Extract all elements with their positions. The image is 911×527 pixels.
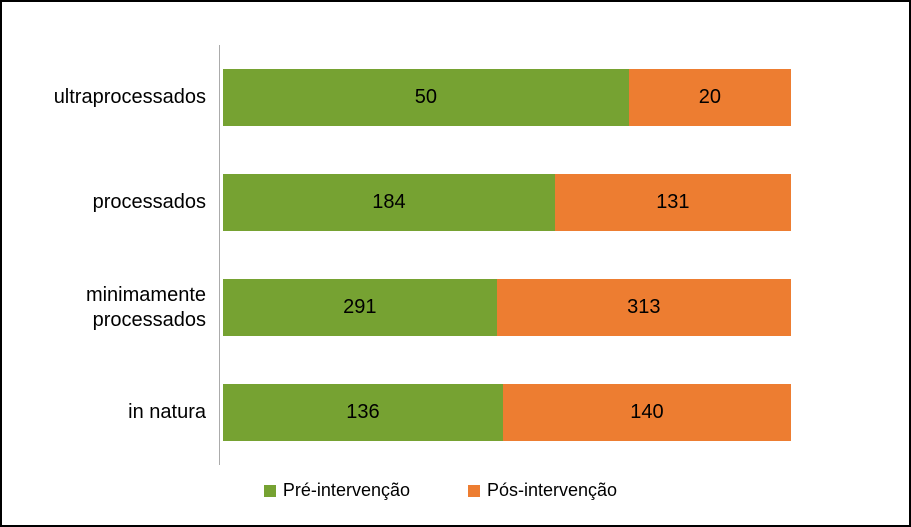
- bar-segment-pre-intervencao: 50: [223, 69, 629, 126]
- bar-value-pos: 131: [656, 191, 690, 213]
- legend-swatch-pos: [468, 484, 480, 497]
- plot-area: ultraprocessados 50 20 processados 184 1…: [2, 45, 791, 465]
- chart-legend: Pré-intervenção Pós-intervenção: [2, 480, 879, 501]
- bar-segment-pre-intervencao: 184: [223, 174, 555, 231]
- bar-track: 136 140: [223, 384, 791, 441]
- legend-label-pre: Pré-intervenção: [282, 480, 410, 500]
- category-axis-line: [219, 45, 220, 465]
- bar-segment-pos-intervencao: 131: [554, 174, 791, 231]
- bar-value-pre: 50: [414, 86, 437, 108]
- bar-track: 50 20: [223, 69, 791, 126]
- bar-value-pos: 20: [698, 86, 721, 108]
- bar-row: processados 184 131: [2, 150, 791, 255]
- legend-item-pos-intervencao: Pós-intervenção: [468, 480, 617, 501]
- category-label: processados: [92, 191, 206, 213]
- bar-value-pre: 136: [346, 401, 380, 423]
- bar-row: in natura 136 140: [2, 360, 791, 465]
- bar-value-pos: 140: [630, 401, 664, 423]
- bar-segment-pos-intervencao: 140: [502, 384, 791, 441]
- bar-value-pos: 313: [627, 296, 661, 318]
- bar-segment-pos-intervencao: 20: [628, 69, 791, 126]
- legend-swatch-pre: [263, 484, 276, 497]
- legend-item-pre-intervencao: Pré-intervenção: [263, 480, 410, 501]
- bar-row: minimamente processados 291 313: [2, 255, 791, 360]
- legend-label-pos: Pós-intervenção: [487, 480, 618, 500]
- category-label: ultraprocessados: [53, 86, 206, 108]
- bar-segment-pos-intervencao: 313: [496, 279, 791, 336]
- bar-row: ultraprocessados 50 20: [2, 45, 791, 150]
- category-label: in natura: [128, 401, 206, 423]
- bar-track: 291 313: [223, 279, 791, 336]
- bar-segment-pre-intervencao: 136: [223, 384, 503, 441]
- bar-value-pre: 184: [372, 191, 406, 213]
- bar-track: 184 131: [223, 174, 791, 231]
- bar-value-pre: 291: [343, 296, 377, 318]
- bar-segment-pre-intervencao: 291: [223, 279, 497, 336]
- category-label: minimamente processados: [85, 283, 206, 331]
